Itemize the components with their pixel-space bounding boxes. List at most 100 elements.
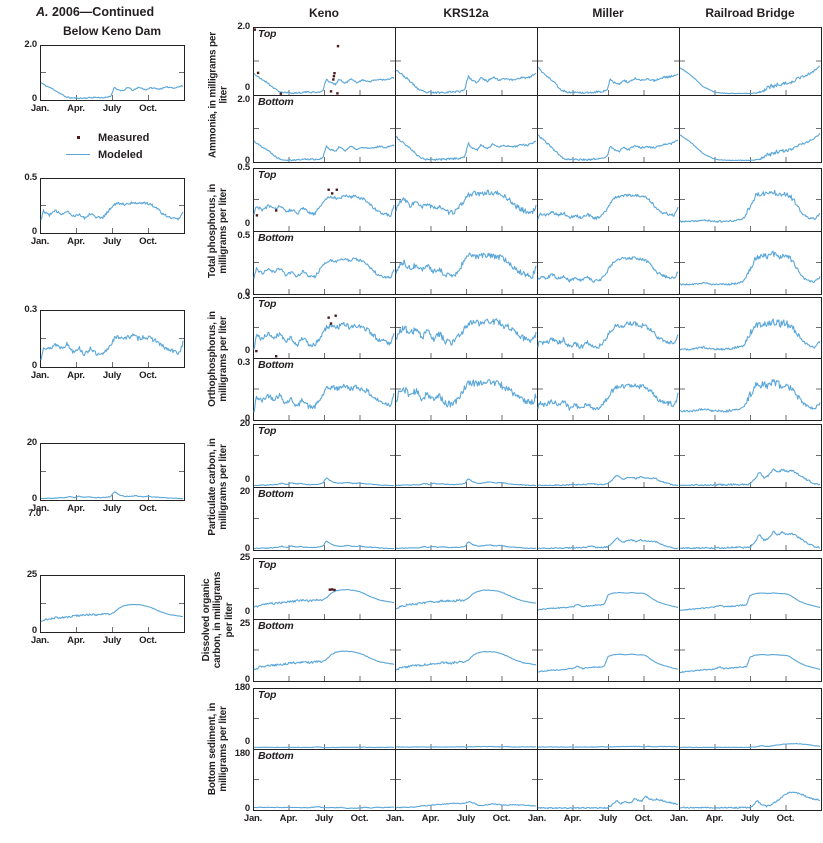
x-label-railroad-bridge-July: July xyxy=(740,813,760,824)
panel-tag-particulate_carbon-bottom: Bottom xyxy=(258,488,294,500)
panel-tag-ammonia-bottom: Bottom xyxy=(258,96,294,108)
panel-tag-bottom_sediment-bottom: Bottom xyxy=(258,750,294,762)
legend: Measured Modeled xyxy=(58,129,149,163)
panel-dissolved_organic_carbon-bottom-krs12a xyxy=(395,619,538,682)
legend-measured-label: Measured xyxy=(98,131,150,144)
column-header-krs12a: KRS12a xyxy=(443,6,489,20)
panel-tag-orthophosphorus-top: Top xyxy=(258,298,277,310)
panel-ammonia-top-miller xyxy=(537,27,680,96)
panel-ammonia-top-krs12a xyxy=(395,27,538,96)
figure-title: A. 2006—Continued xyxy=(36,5,154,19)
figure-title-prefix: A. xyxy=(36,5,49,19)
x-label-railroad-bridge-Apr: Apr. xyxy=(705,813,724,824)
x-label-miller-July: July xyxy=(598,813,618,824)
x-label-miller-Apr: Apr. xyxy=(563,813,582,824)
left-x-label-ammonia-July: July xyxy=(102,103,122,114)
panel-orthophosphorus-bottom-railroad-bridge xyxy=(679,358,822,421)
left-x-label-dissolved_organic_carbon-Jan: Jan. xyxy=(30,635,50,646)
y-min-particulate_carbon-bottom: 0 xyxy=(244,543,250,554)
left-y-min-dissolved_organic_carbon: 0 xyxy=(31,625,37,636)
panel-tag-dissolved_organic_carbon-top: Top xyxy=(258,559,277,571)
panel-dissolved_organic_carbon-top-krs12a xyxy=(395,558,538,620)
left-y-max-orthophosphorus: 0.3 xyxy=(24,304,37,315)
panel-dissolved_organic_carbon-top-miller xyxy=(537,558,680,620)
panel-ammonia-bottom-miller xyxy=(537,95,680,163)
y-min-particulate_carbon-top: 0 xyxy=(244,474,250,485)
left-x-label-orthophosphorus-Apr: Apr. xyxy=(67,370,85,381)
y-max-orthophosphorus-bottom: 0.3 xyxy=(237,357,250,368)
y-max-particulate_carbon-top: 20 xyxy=(239,418,250,429)
panel-particulate_carbon-bottom-railroad-bridge xyxy=(679,487,822,551)
left-x-label-total_phosphorus-Jan: Jan. xyxy=(30,236,50,247)
left-x-label-ammonia-Jan: Jan. xyxy=(30,103,50,114)
x-label-krs12a-Oct: Oct. xyxy=(492,813,511,824)
panel-orthophosphorus-bottom-miller xyxy=(537,358,680,421)
x-label-miller-Jan: Jan. xyxy=(527,813,547,824)
y-max-total_phosphorus-top: 0.5 xyxy=(237,162,250,173)
left-x-label-ammonia-Oct: Oct. xyxy=(139,103,157,114)
y-max-bottom_sediment-bottom: 180 xyxy=(234,748,250,759)
y-max-particulate_carbon-bottom: 20 xyxy=(239,486,250,497)
panel-bottom_sediment-bottom-miller xyxy=(537,749,680,811)
left-x-label-particulate_carbon-Jan: Jan. xyxy=(30,503,50,514)
left-x-label-orthophosphorus-July: July xyxy=(102,370,122,381)
stray-axis-label: 7.0 xyxy=(28,508,42,519)
left-x-label-total_phosphorus-Oct: Oct. xyxy=(139,236,157,247)
x-label-krs12a-Jan: Jan. xyxy=(385,813,405,824)
x-label-keno-July: July xyxy=(314,813,334,824)
left-y-min-total_phosphorus: 0 xyxy=(31,226,37,237)
figure-title-text: 2006—Continued xyxy=(51,5,155,19)
panel-bottom_sediment-bottom-krs12a xyxy=(395,749,538,811)
x-label-keno-Oct: Oct. xyxy=(350,813,369,824)
panel-particulate_carbon-top-railroad-bridge xyxy=(679,424,822,488)
panel-bottom_sediment-top-railroad-bridge xyxy=(679,688,822,750)
panel-tag-ammonia-top: Top xyxy=(258,28,277,40)
x-label-keno-Apr: Apr. xyxy=(279,813,298,824)
legend-measured-row: Measured xyxy=(58,129,149,146)
panel-tag-total_phosphorus-bottom: Bottom xyxy=(258,232,294,244)
panel-ammonia-top-railroad-bridge xyxy=(679,27,822,96)
panel-particulate_carbon-bottom-krs12a xyxy=(395,487,538,551)
panel-tag-dissolved_organic_carbon-bottom: Bottom xyxy=(258,620,294,632)
panel-bottom_sediment-bottom-railroad-bridge xyxy=(679,749,822,811)
left-x-label-total_phosphorus-Apr: Apr. xyxy=(67,236,85,247)
left-chart-total_phosphorus xyxy=(40,178,185,234)
y-min-orthophosphorus-bottom: 0 xyxy=(244,413,250,424)
measured-point-icon xyxy=(58,136,98,139)
y-min-dissolved_organic_carbon-top: 0 xyxy=(244,606,250,617)
panel-total_phosphorus-top-railroad-bridge xyxy=(679,168,822,232)
y-min-total_phosphorus-bottom: 0 xyxy=(244,287,250,298)
legend-modeled-label: Modeled xyxy=(98,148,143,161)
left-y-max-total_phosphorus: 0.5 xyxy=(24,172,37,183)
left-y-min-ammonia: 0 xyxy=(31,93,37,104)
panel-tag-orthophosphorus-bottom: Bottom xyxy=(258,359,294,371)
left-x-label-orthophosphorus-Oct: Oct. xyxy=(139,370,157,381)
panel-total_phosphorus-bottom-railroad-bridge xyxy=(679,231,822,295)
left-chart-particulate_carbon xyxy=(40,443,185,501)
left-x-label-total_phosphorus-July: July xyxy=(102,236,122,247)
panel-particulate_carbon-bottom-miller xyxy=(537,487,680,551)
y-min-total_phosphorus-top: 0 xyxy=(244,218,250,229)
column-header-keno: Keno xyxy=(309,6,339,20)
panel-particulate_carbon-top-miller xyxy=(537,424,680,488)
left-chart-orthophosphorus xyxy=(40,310,185,368)
panel-orthophosphorus-top-railroad-bridge xyxy=(679,297,822,359)
left-x-label-particulate_carbon-Oct: Oct. xyxy=(139,503,157,514)
y-max-dissolved_organic_carbon-bottom: 25 xyxy=(239,618,250,629)
x-label-krs12a-Apr: Apr. xyxy=(421,813,440,824)
panel-bottom_sediment-top-miller xyxy=(537,688,680,750)
y-min-bottom_sediment-top: 0 xyxy=(244,736,250,747)
left-y-max-dissolved_organic_carbon: 25 xyxy=(26,569,37,580)
panel-orthophosphorus-top-krs12a xyxy=(395,297,538,359)
left-y-max-ammonia: 2.0 xyxy=(24,39,37,50)
y-max-total_phosphorus-bottom: 0.5 xyxy=(237,230,250,241)
left-x-label-dissolved_organic_carbon-Oct: Oct. xyxy=(139,635,157,646)
panel-total_phosphorus-top-miller xyxy=(537,168,680,232)
panel-particulate_carbon-top-krs12a xyxy=(395,424,538,488)
panel-tag-particulate_carbon-top: Top xyxy=(258,425,277,437)
left-x-label-dissolved_organic_carbon-Apr: Apr. xyxy=(67,635,85,646)
y-min-ammonia-top: 0 xyxy=(244,82,250,93)
column-header-railroad-bridge: Railroad Bridge xyxy=(705,6,795,20)
panel-orthophosphorus-top-miller xyxy=(537,297,680,359)
